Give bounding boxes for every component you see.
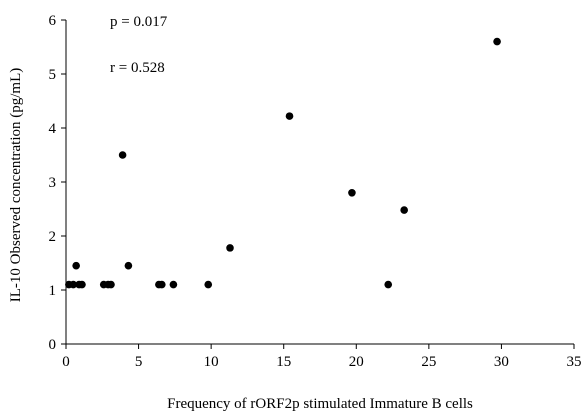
data-point xyxy=(72,261,80,270)
data-point xyxy=(348,189,356,197)
x-tick-label: 10 xyxy=(204,354,219,370)
data-point xyxy=(169,280,178,289)
y-tick-label: 1 xyxy=(49,283,57,299)
y-tick-label: 2 xyxy=(49,229,57,245)
y-tick-label: 6 xyxy=(49,13,57,29)
data-point xyxy=(204,280,213,289)
y-tick-label: 3 xyxy=(49,175,57,191)
y-tick-label: 4 xyxy=(49,121,57,137)
x-axis-title: Frequency of rORF2p stimulated Immature … xyxy=(167,396,473,412)
axes: 0 5 10 15 20 25 30 35 0 1 2 3 4 5 6 xyxy=(49,13,582,370)
data-points xyxy=(65,37,501,289)
data-point xyxy=(285,112,294,120)
y-tick-label: 5 xyxy=(49,67,57,83)
data-point xyxy=(107,280,115,289)
x-tick-label: 35 xyxy=(567,354,582,370)
data-point xyxy=(69,280,78,289)
x-tick-label: 0 xyxy=(62,354,70,370)
data-point xyxy=(157,280,166,289)
y-tick-label: 0 xyxy=(49,337,57,353)
r-value-annotation: r = 0.528 xyxy=(110,60,165,76)
data-point xyxy=(78,280,86,289)
x-tick-label: 20 xyxy=(349,354,364,370)
x-tick-label: 25 xyxy=(421,354,436,370)
data-point xyxy=(118,151,127,159)
data-point xyxy=(384,280,393,289)
x-tick-label: 15 xyxy=(276,354,291,370)
data-point xyxy=(124,261,133,270)
x-tick-label: 30 xyxy=(494,354,509,370)
data-point xyxy=(400,206,408,214)
data-point xyxy=(226,244,234,252)
data-point xyxy=(493,37,501,46)
y-axis-title: IL-10 Observed concentration (pg/mL) xyxy=(8,68,24,303)
x-tick-label: 5 xyxy=(135,354,143,370)
p-value-annotation: p = 0.017 xyxy=(110,14,168,30)
